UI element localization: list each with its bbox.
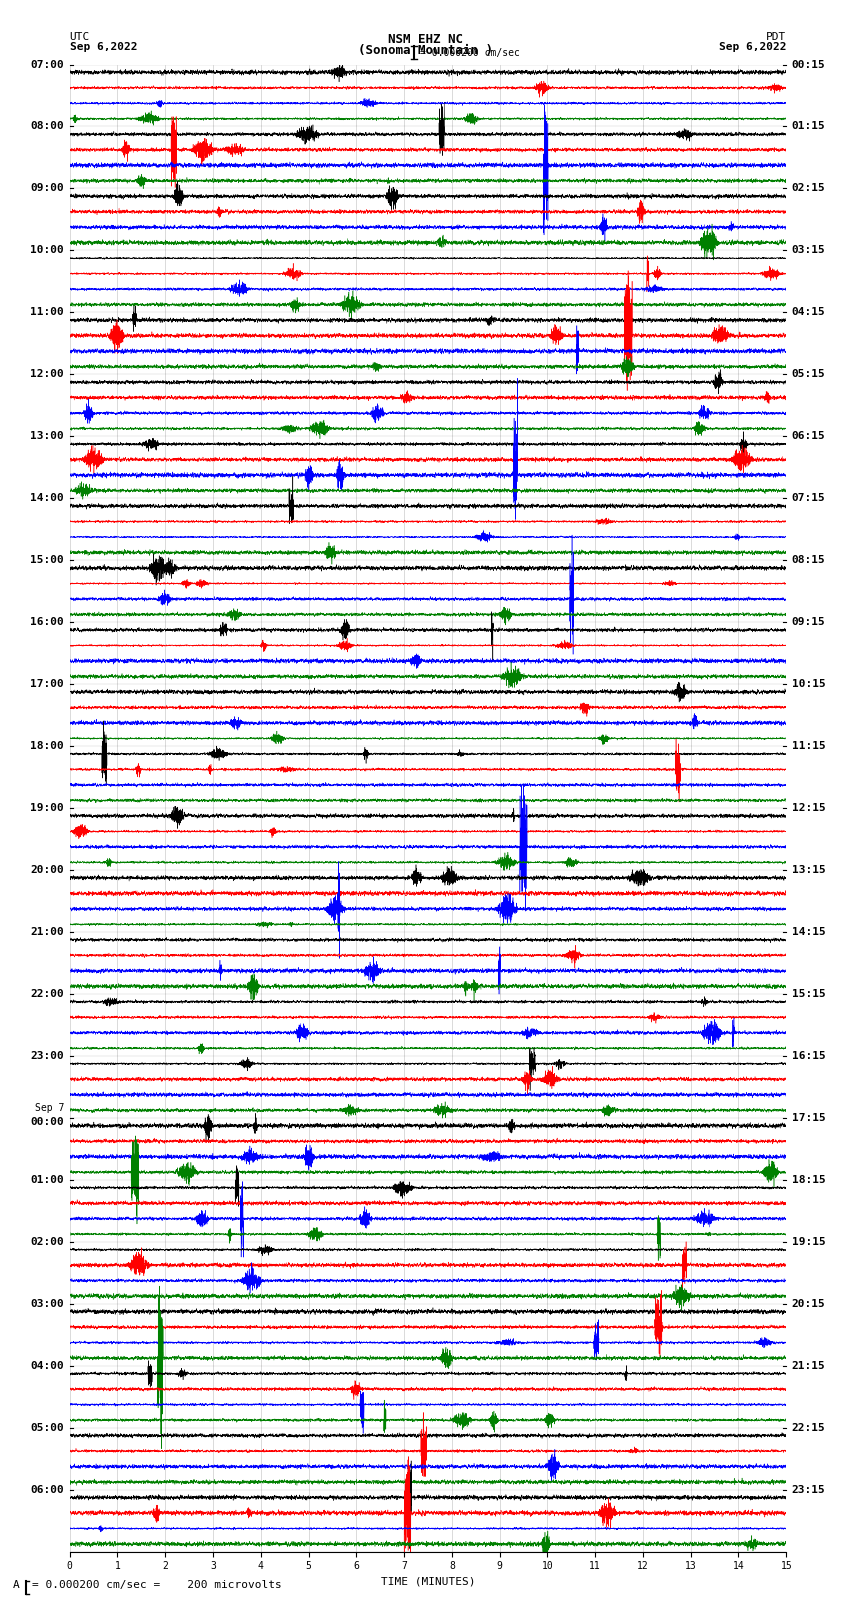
Text: 07:00: 07:00 — [31, 60, 64, 69]
Text: 02:15: 02:15 — [792, 184, 825, 194]
Text: A: A — [13, 1581, 20, 1590]
Text: 22:15: 22:15 — [792, 1423, 825, 1432]
Text: 03:15: 03:15 — [792, 245, 825, 255]
Text: 13:00: 13:00 — [31, 431, 64, 442]
Text: 20:00: 20:00 — [31, 865, 64, 876]
Text: 19:15: 19:15 — [792, 1237, 825, 1247]
Text: PDT: PDT — [766, 32, 786, 42]
Text: 00:15: 00:15 — [792, 60, 825, 69]
Text: NSM EHZ NC: NSM EHZ NC — [388, 32, 462, 47]
Text: 17:00: 17:00 — [31, 679, 64, 689]
Text: 16:15: 16:15 — [792, 1052, 825, 1061]
Text: 14:00: 14:00 — [31, 494, 64, 503]
Text: 08:00: 08:00 — [31, 121, 64, 132]
Text: Sep 6,2022: Sep 6,2022 — [70, 42, 137, 52]
Text: 12:15: 12:15 — [792, 803, 825, 813]
Text: Sep 7: Sep 7 — [35, 1103, 64, 1113]
Text: 08:15: 08:15 — [792, 555, 825, 565]
Text: 10:00: 10:00 — [31, 245, 64, 255]
Text: 21:00: 21:00 — [31, 927, 64, 937]
Text: 01:15: 01:15 — [792, 121, 825, 132]
Text: 03:00: 03:00 — [31, 1298, 64, 1308]
Text: 15:15: 15:15 — [792, 989, 825, 998]
Text: 04:15: 04:15 — [792, 308, 825, 318]
Text: 23:00: 23:00 — [31, 1052, 64, 1061]
Text: 12:00: 12:00 — [31, 369, 64, 379]
Text: Sep 6,2022: Sep 6,2022 — [719, 42, 786, 52]
Text: 13:15: 13:15 — [792, 865, 825, 876]
Text: 17:15: 17:15 — [792, 1113, 825, 1123]
Text: 04:00: 04:00 — [31, 1361, 64, 1371]
Text: 22:00: 22:00 — [31, 989, 64, 998]
Text: 05:00: 05:00 — [31, 1423, 64, 1432]
Text: 10:15: 10:15 — [792, 679, 825, 689]
Text: 23:15: 23:15 — [792, 1484, 825, 1495]
Text: UTC: UTC — [70, 32, 90, 42]
Text: 11:00: 11:00 — [31, 308, 64, 318]
Text: 00:00: 00:00 — [31, 1118, 64, 1127]
Text: 05:15: 05:15 — [792, 369, 825, 379]
Text: 06:00: 06:00 — [31, 1484, 64, 1495]
Text: 02:00: 02:00 — [31, 1237, 64, 1247]
Text: 07:15: 07:15 — [792, 494, 825, 503]
Text: 18:00: 18:00 — [31, 740, 64, 752]
Text: 19:00: 19:00 — [31, 803, 64, 813]
Text: 06:15: 06:15 — [792, 431, 825, 442]
Text: = 0.000200 cm/sec: = 0.000200 cm/sec — [420, 48, 519, 58]
Text: 01:00: 01:00 — [31, 1174, 64, 1186]
X-axis label: TIME (MINUTES): TIME (MINUTES) — [381, 1578, 475, 1587]
Text: 14:15: 14:15 — [792, 927, 825, 937]
Text: 09:15: 09:15 — [792, 618, 825, 627]
Text: 15:00: 15:00 — [31, 555, 64, 565]
Text: = 0.000200 cm/sec =    200 microvolts: = 0.000200 cm/sec = 200 microvolts — [32, 1581, 282, 1590]
Text: 20:15: 20:15 — [792, 1298, 825, 1308]
Text: (Sonoma Mountain ): (Sonoma Mountain ) — [358, 44, 492, 56]
Text: 16:00: 16:00 — [31, 618, 64, 627]
Text: 21:15: 21:15 — [792, 1361, 825, 1371]
Text: 09:00: 09:00 — [31, 184, 64, 194]
Text: 18:15: 18:15 — [792, 1174, 825, 1186]
Text: 11:15: 11:15 — [792, 740, 825, 752]
